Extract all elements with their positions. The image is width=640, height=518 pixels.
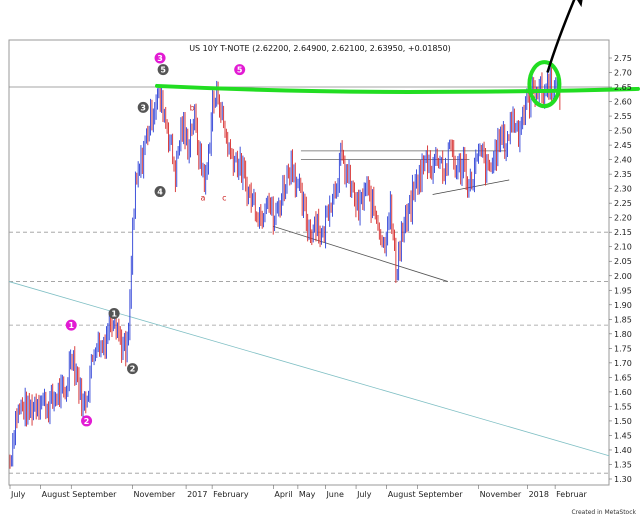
y-tick-label: 2.35 [614,170,632,179]
y-tick-label: 1.70 [614,359,632,368]
wave-badge-circle [81,415,93,427]
resistance-line [155,83,640,94]
y-tick-label: 2.75 [614,54,632,63]
y-tick-label: 2.50 [614,127,632,136]
wave-badge-number: 5 [237,66,243,75]
wave-badge-circle [65,319,77,331]
x-tick-label: May [299,490,316,499]
y-tick-label: 1.55 [614,402,632,411]
y-tick-label: 2.05 [614,257,632,266]
wave-badge-number: 5 [160,66,166,75]
y-tick-label: 2.20 [614,214,632,223]
wave-letter-label: a [200,193,205,202]
price-bars [9,67,561,469]
y-tick-label: 1.85 [614,315,632,324]
y-tick-label: 1.35 [614,460,632,469]
x-tick-label: August [42,490,70,499]
wave-badge-number: 4 [157,188,163,197]
wave-badge-circle [157,64,169,76]
wave-number-badge: 2 [127,363,138,375]
wave-badge-circle [127,363,138,375]
lower-trend-line [273,226,449,282]
y-tick-label: 2.00 [614,272,632,281]
y-tick-label: 2.65 [614,83,632,92]
y-tick-label: 2.55 [614,112,632,121]
wave-badge-number: 2 [130,365,136,374]
x-tick-label: April [274,490,292,499]
wave-badge-circle [154,52,166,64]
y-tick-label: 2.60 [614,98,632,107]
trend-lines [8,150,610,457]
x-tick-label: 2017 [187,490,207,499]
x-tick-label: November [480,490,522,499]
wave-badge-circle [154,186,166,198]
y-tick-label: 2.25 [614,199,632,208]
wave-badge-circle [137,101,149,113]
wave-badge-number: 1 [68,321,74,330]
x-tick-label: July [10,490,26,499]
x-tick-label: November [134,490,176,499]
arrow-head [577,0,583,8]
y-tick-label: 1.75 [614,344,632,353]
arrow-shaft [546,0,576,73]
horizontal-reference-lines [9,86,609,474]
y-tick-label: 2.45 [614,141,632,150]
y-tick-label: 1.40 [614,446,632,455]
chart-frame [8,39,610,486]
x-tick-label: February [213,490,249,499]
wave-number-badge: 1 [108,308,120,320]
y-tick-label: 2.70 [614,69,632,78]
long-channel-line [8,281,610,457]
x-tick-label: 2018 [529,490,549,499]
y-tick-label: 1.60 [614,388,632,397]
wave-number-badge: 5 [234,64,246,76]
y-tick-label: 1.50 [614,417,632,426]
wave-number-badge: 3 [154,52,166,64]
wave-badge-circle [234,64,246,76]
x-tick-label: September [418,490,463,499]
y-tick-label: 1.95 [614,286,632,295]
x-tick-label: August [388,490,416,499]
x-tick-label: July [356,490,372,499]
y-tick-label: 1.45 [614,431,632,440]
wave-number-badge: 3 [137,101,149,113]
hand-drawn-overlay [155,0,640,109]
y-tick-label: 1.65 [614,373,632,382]
y-tick-label: 2.30 [614,185,632,194]
credit-text: Created in MetaStock [571,509,636,516]
y-tick-label: 1.90 [614,301,632,310]
x-tick-label: Februar [556,490,587,499]
y-tick-label: 2.10 [614,243,632,252]
x-axis: July August September November 2017 February A… [9,485,588,499]
wave-badge-circle [108,308,120,320]
wave-badge-number: 3 [157,54,163,63]
wave-badge-number: 1 [111,310,117,319]
y-tick-label: 2.40 [614,156,632,165]
wave-badge-number: 2 [84,417,90,426]
wave-number-badge: 1 [65,319,77,331]
wave-number-badge: 2 [81,415,93,427]
wave-letter-label: c [222,193,226,202]
x-tick-label: September [72,490,117,499]
wave-number-badge: 5 [157,64,169,76]
y-axis: 2.75 2.70 2.65 2.60 2.55 2.50 2.45 2.40 2.35 2.30… [609,54,632,484]
y-tick-label: 1.30 [614,475,632,484]
wave-labels: 1 2 1 2 3 4 3 5 5 a b c [65,52,246,427]
y-tick-label: 1.80 [614,330,632,339]
breakout-circle [527,60,562,109]
rising-trend-line [432,179,510,195]
x-tick-label: June [325,490,344,499]
wave-letter-label: b [190,103,195,112]
chart-title: US 10Y T-NOTE (2.62200, 2.64900, 2.62100… [189,44,451,53]
wave-number-badge: 4 [154,186,166,198]
y-tick-label: 2.15 [614,228,632,237]
wave-badge-number: 3 [140,103,146,112]
